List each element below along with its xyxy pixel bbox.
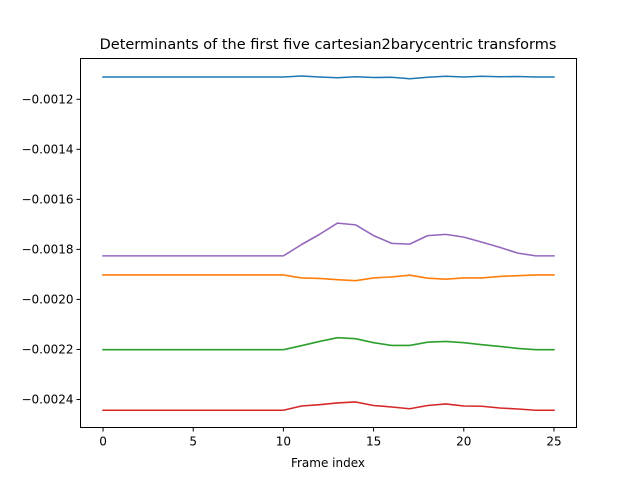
x-tick-label: 15	[366, 435, 381, 449]
x-tick-label: 20	[456, 435, 471, 449]
y-tick-label: −0.0024	[21, 392, 73, 406]
series-line-3	[102, 336, 555, 351]
x-tick-label: 0	[99, 435, 107, 449]
series-line-2	[102, 274, 555, 282]
plot-frame	[80, 58, 577, 428]
y-tick-label: −0.0020	[21, 292, 73, 306]
chart-title: Determinants of the first five cartesian…	[100, 37, 557, 53]
y-tick-label: −0.0022	[21, 342, 73, 356]
y-tick-label: −0.0014	[21, 142, 73, 156]
x-tick-label: 25	[546, 435, 561, 449]
y-axis: −0.0012 −0.0014 −0.0016 −0.0018 −0.0020 −0.00…	[21, 92, 81, 406]
x-tick-label: 5	[189, 435, 197, 449]
y-tick-label: −0.0016	[21, 192, 73, 206]
series-line-4	[102, 401, 555, 412]
x-axis: 0 5 10 15 20 25	[99, 427, 562, 449]
series-line-1	[102, 75, 555, 80]
y-tick-label: −0.0018	[21, 242, 73, 256]
x-tick-label: 10	[276, 435, 291, 449]
series-line-5	[102, 222, 555, 257]
x-axis-label: Frame index	[291, 456, 365, 470]
series-layer	[102, 75, 555, 412]
y-tick-label: −0.0012	[21, 92, 73, 106]
